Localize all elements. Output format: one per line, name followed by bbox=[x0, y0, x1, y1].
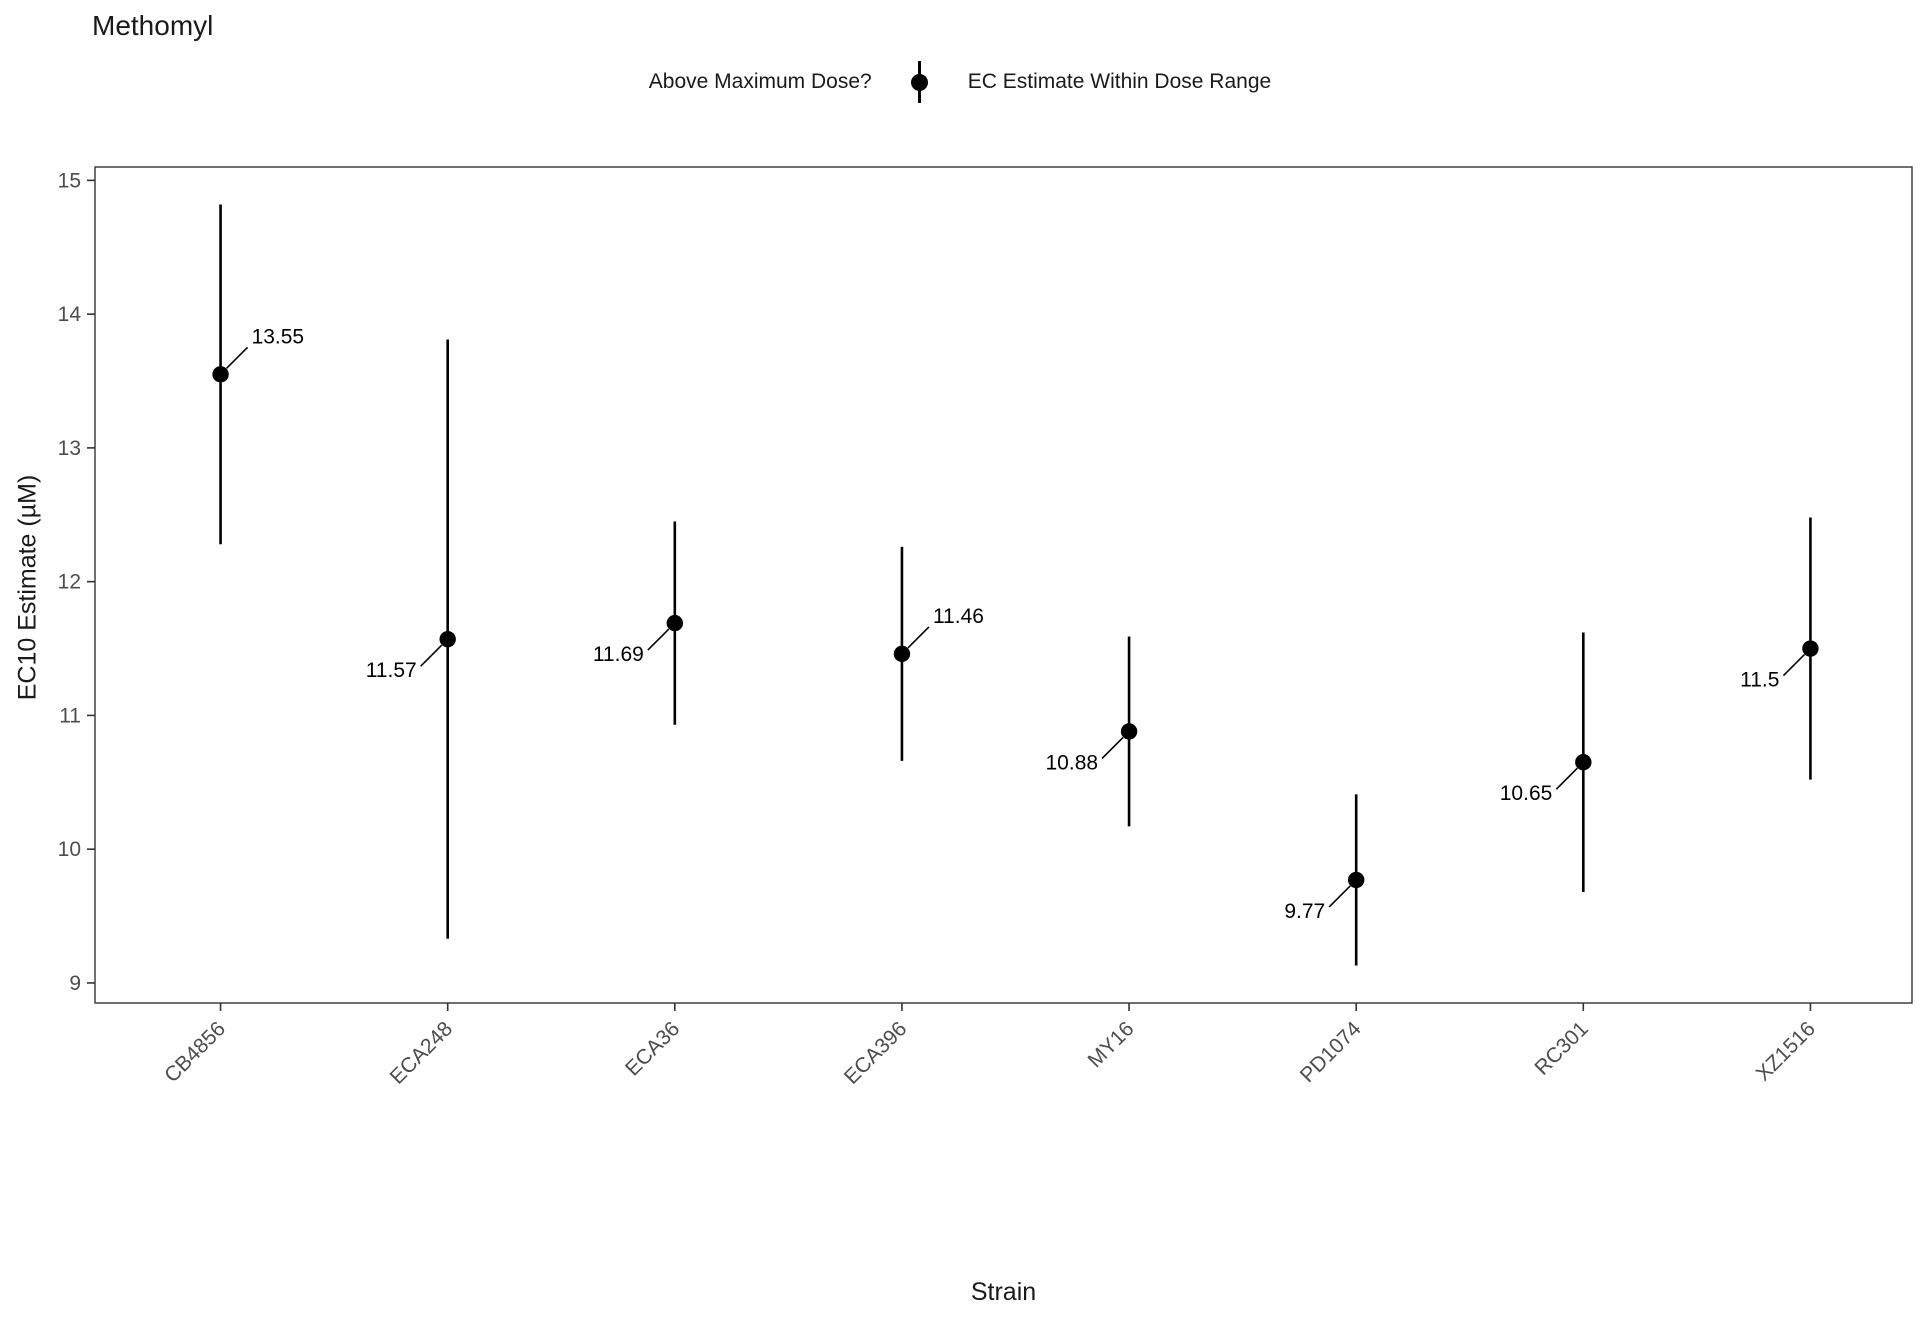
estimate-value-label: 11.69 bbox=[593, 643, 644, 666]
estimate-value-label: 10.88 bbox=[1046, 751, 1099, 774]
plot-title: Methomyl bbox=[92, 10, 214, 41]
estimate-point bbox=[1575, 754, 1592, 771]
estimate-point bbox=[1802, 640, 1819, 657]
x-tick-label: MY16 bbox=[1084, 1017, 1139, 1072]
estimate-point bbox=[212, 366, 229, 383]
label-leader-line bbox=[420, 644, 443, 667]
estimate-point bbox=[439, 630, 456, 648]
x-tick-label: XZ1516 bbox=[1752, 1017, 1820, 1085]
y-tick-label: 15 bbox=[58, 169, 81, 192]
legend-key-dot bbox=[911, 73, 929, 91]
estimate-value-label: 11.46 bbox=[933, 605, 984, 628]
estimate-point bbox=[1347, 871, 1365, 889]
x-tick-label: ECA36 bbox=[621, 1017, 684, 1080]
label-leader-line bbox=[1555, 767, 1578, 790]
label-leader-line bbox=[1328, 885, 1351, 908]
estimate-point bbox=[666, 614, 684, 632]
y-tick-label: 9 bbox=[69, 972, 81, 995]
estimate-value-label: 11.57 bbox=[366, 659, 417, 682]
y-tick-label: 11 bbox=[59, 704, 81, 727]
estimate-value-label: 9.77 bbox=[1284, 900, 1325, 923]
y-tick-label: 13 bbox=[58, 437, 81, 460]
label-leader-line bbox=[647, 628, 670, 651]
y-tick-label: 12 bbox=[58, 571, 81, 594]
x-tick-label: CB4856 bbox=[160, 1017, 230, 1087]
estimate-point bbox=[1120, 723, 1138, 740]
x-axis-title: Strain bbox=[970, 1278, 1037, 1306]
x-tick-label: RC301 bbox=[1530, 1017, 1592, 1079]
label-leader-line bbox=[225, 346, 249, 369]
legend-entry-label: EC Estimate Within Dose Range bbox=[967, 70, 1272, 93]
x-tick-label: PD1074 bbox=[1296, 1017, 1366, 1087]
panel-border bbox=[94, 166, 1913, 1004]
legend: Above Maximum Dose? EC Estimate Within D… bbox=[0, 58, 1920, 106]
estimate-value-label: 10.65 bbox=[1500, 782, 1553, 805]
y-tick-label: 14 bbox=[58, 303, 82, 326]
estimate-value-label: 13.55 bbox=[252, 325, 305, 348]
estimate-value-label: 11.5 bbox=[1740, 669, 1779, 692]
x-tick-label: ECA248 bbox=[386, 1017, 458, 1089]
label-leader-line bbox=[1782, 653, 1806, 677]
y-axis-title: EC10 Estimate (µM) bbox=[13, 474, 42, 701]
y-tick-label: 10 bbox=[58, 838, 81, 861]
x-tick-label: ECA396 bbox=[840, 1017, 912, 1089]
label-leader-line bbox=[1101, 736, 1124, 760]
label-leader-line bbox=[907, 626, 930, 649]
legend-title: Above Maximum Dose? bbox=[648, 70, 872, 93]
estimate-point bbox=[893, 645, 911, 663]
pointrange-legend-key-icon bbox=[898, 58, 942, 106]
